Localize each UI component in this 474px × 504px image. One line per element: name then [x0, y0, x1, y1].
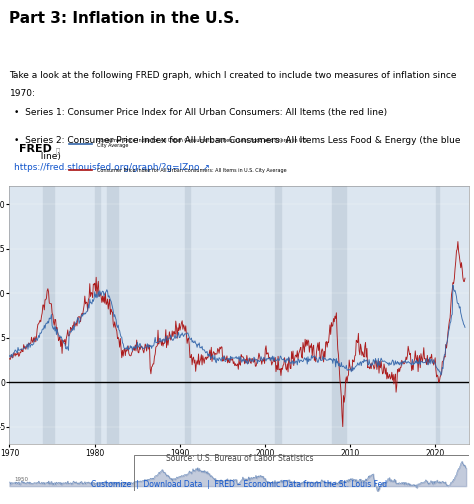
Text: •  Series 2: Consumer Price Index for All Urban Consumers: All Items Less Food &: • Series 2: Consumer Price Index for All…	[14, 136, 461, 145]
Text: line): line)	[35, 152, 61, 161]
Text: •  Series 1: Consumer Price Index for All Urban Consumers: All Items (the red li: • Series 1: Consumer Price Index for All…	[14, 108, 387, 117]
Bar	[436, 186, 439, 445]
Bar	[185, 186, 190, 445]
Text: Take a look at the following FRED graph, which I created to include two measures: Take a look at the following FRED graph,…	[9, 71, 457, 80]
Text: Source: U.S. Bureau of Labor Statistics: Source: U.S. Bureau of Labor Statistics	[165, 454, 313, 463]
Text: 1970:: 1970:	[9, 89, 36, 98]
Text: https://fred.stlouisfed.org/graph/?g=IZno ↗: https://fred.stlouisfed.org/graph/?g=IZn…	[14, 163, 210, 172]
Text: Part 3: Inflation in the U.S.: Part 3: Inflation in the U.S.	[9, 12, 240, 27]
Bar	[275, 186, 281, 445]
Bar	[108, 186, 118, 445]
Bar	[95, 186, 100, 445]
Bar	[43, 186, 54, 445]
Bar	[332, 186, 346, 445]
Text: Customize  |  Download Data  |  FRED – Economic Data from the St. Louis Fed: Customize | Download Data | FRED – Econo…	[91, 480, 387, 489]
